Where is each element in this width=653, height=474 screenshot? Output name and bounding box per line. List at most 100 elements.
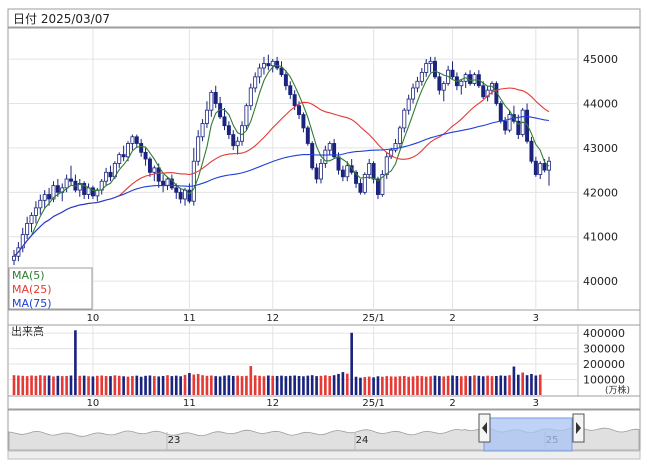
date-label: 10: [87, 313, 100, 324]
volume-bar: [324, 375, 327, 395]
candle: [310, 141, 315, 171]
candle: [33, 201, 38, 224]
volume-bar: [464, 375, 467, 395]
candle-body: [297, 105, 302, 115]
candle: [20, 227, 25, 253]
candle-body: [270, 60, 275, 67]
candle-body: [152, 167, 157, 173]
candle: [485, 85, 490, 102]
candle-body: [533, 160, 538, 175]
candle-body: [336, 156, 341, 171]
candle-body: [248, 87, 253, 107]
navigator-left-handle[interactable]: [478, 413, 491, 443]
volume-bar: [87, 376, 90, 395]
volume-bar: [271, 375, 275, 395]
candle: [117, 152, 122, 168]
navigator-scrollbar[interactable]: [7, 450, 641, 460]
candle-body: [165, 178, 170, 187]
volume-bar: [249, 366, 253, 395]
volume-bar: [25, 376, 29, 395]
candle-body: [371, 163, 376, 180]
candle: [389, 147, 394, 160]
candle: [139, 139, 144, 157]
date-label: 11: [183, 398, 196, 409]
volume-bar: [534, 375, 538, 395]
volume-bar: [315, 376, 318, 395]
volume-bar: [188, 373, 191, 395]
candle-body: [222, 116, 227, 127]
candle: [362, 172, 367, 195]
candle: [196, 130, 201, 166]
volume-bar: [170, 376, 174, 395]
volume-axis-labels: 400000 300000 200000 100000: [583, 327, 625, 386]
candle-body: [503, 120, 508, 131]
candle-body: [161, 180, 166, 187]
volume-bar: [385, 376, 389, 395]
candle-body: [196, 136, 201, 162]
candle: [533, 156, 538, 177]
candle-body: [95, 189, 100, 197]
candle-body: [375, 178, 380, 195]
volume-bar: [96, 375, 99, 395]
volume-bar: [530, 373, 533, 395]
volume-bar: [38, 375, 42, 395]
volume-bar: [503, 375, 507, 395]
candle-body: [367, 163, 372, 175]
candle: [248, 83, 253, 111]
date-label: 12: [266, 398, 279, 409]
volume-xaxis-band: [7, 395, 641, 410]
volume-bar: [258, 375, 261, 395]
volume-bar: [148, 375, 152, 395]
volume-bar: [376, 376, 380, 395]
volume-bar: [78, 375, 82, 395]
candle: [104, 167, 109, 186]
volume-bar: [192, 374, 196, 395]
candle: [204, 101, 209, 128]
candle-body: [25, 223, 30, 235]
candle-body: [498, 103, 503, 122]
volume-bar: [490, 376, 494, 395]
chevron-left-icon: [482, 422, 487, 434]
volume-bar: [60, 376, 64, 395]
candle: [384, 152, 389, 179]
volume-bar: [166, 375, 169, 395]
volume-bar: [56, 375, 60, 395]
volume-bar: [236, 375, 239, 395]
candle-body: [42, 194, 47, 201]
volume-bar: [253, 375, 257, 395]
candle-body: [104, 171, 109, 182]
candle: [257, 63, 262, 84]
candle: [415, 76, 420, 93]
candle: [437, 72, 442, 95]
volume-bar: [455, 375, 459, 395]
volume-bar: [218, 376, 222, 395]
candle-body: [130, 136, 135, 144]
navigator-window[interactable]: [483, 417, 573, 452]
candle-body: [529, 140, 534, 162]
volume-bar: [30, 375, 33, 395]
volume-bar: [495, 375, 498, 395]
candle-body: [411, 87, 416, 100]
candle-body: [279, 67, 284, 76]
candle: [397, 125, 402, 148]
volume-bar: [424, 376, 428, 395]
candle: [411, 83, 416, 104]
candle-body: [64, 178, 69, 189]
candle: [38, 194, 43, 215]
candle: [169, 174, 174, 191]
price-axis-labels: 45000 44000 43000 42000 41000 40000: [583, 53, 618, 288]
volume-bar: [411, 376, 415, 395]
navigator-right-handle[interactable]: [572, 413, 585, 443]
volume-bar: [337, 373, 340, 395]
candle: [305, 125, 310, 146]
candle-body: [380, 174, 385, 195]
candle-body: [55, 185, 60, 193]
volume-bar: [499, 375, 503, 395]
legend-ma5: MA(5): [12, 269, 45, 282]
volume-bar: [288, 375, 292, 395]
candle: [130, 134, 135, 151]
date-label: 2: [449, 398, 455, 409]
candle: [472, 72, 477, 86]
